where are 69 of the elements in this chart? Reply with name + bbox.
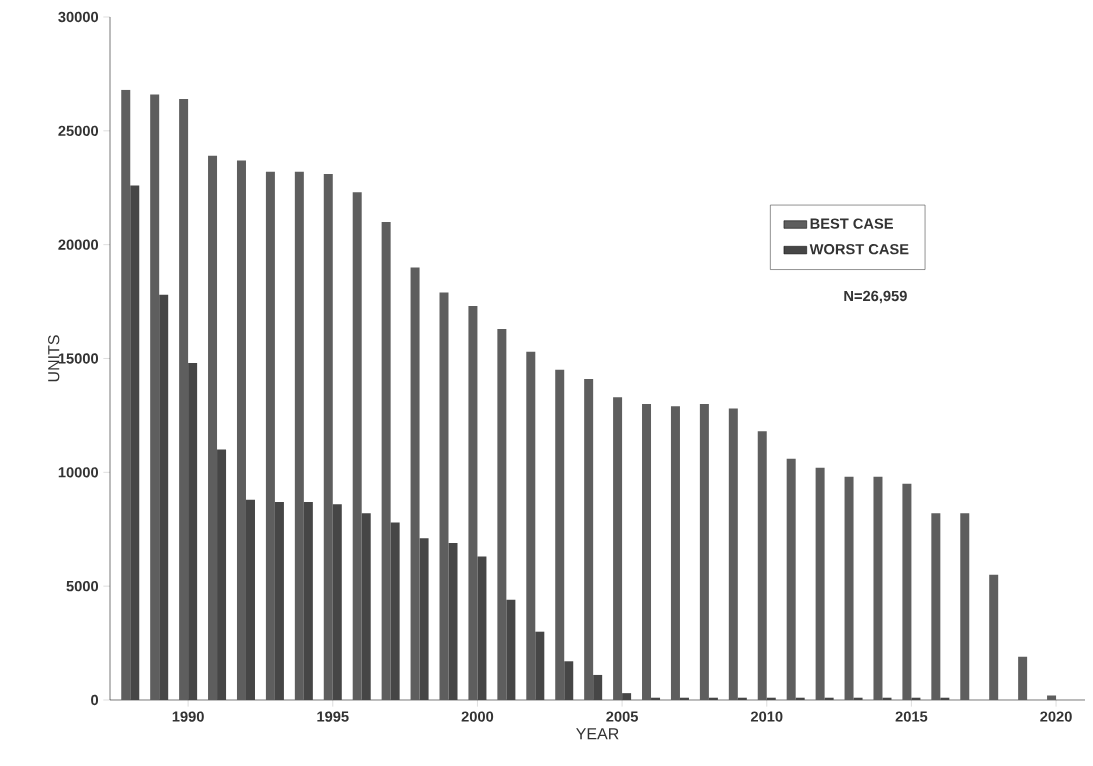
x-tick-label: 2020 bbox=[1040, 711, 1072, 722]
bar bbox=[208, 155, 218, 700]
bar bbox=[332, 504, 342, 700]
bar bbox=[245, 499, 255, 700]
bar bbox=[448, 542, 458, 700]
x-tick-label: 2005 bbox=[606, 711, 638, 722]
bar bbox=[642, 404, 652, 700]
bar bbox=[217, 449, 227, 700]
legend-label: WORST CASE bbox=[809, 244, 909, 255]
bar bbox=[121, 89, 131, 700]
bar bbox=[584, 378, 594, 700]
bar bbox=[352, 192, 362, 700]
bar bbox=[361, 513, 371, 700]
x-tick-label: 2010 bbox=[750, 711, 783, 722]
bar bbox=[670, 406, 680, 700]
y-tick-label: 0 bbox=[91, 694, 99, 706]
bar bbox=[419, 538, 429, 700]
bar bbox=[274, 501, 284, 700]
bar bbox=[390, 522, 400, 700]
bar bbox=[303, 501, 313, 700]
bar bbox=[188, 363, 198, 700]
bar bbox=[150, 94, 160, 700]
bar bbox=[179, 98, 189, 700]
bar bbox=[728, 408, 738, 700]
bar bbox=[1047, 695, 1057, 700]
bar bbox=[902, 483, 912, 700]
x-tick-label: 2000 bbox=[461, 711, 494, 722]
y-tick-label: 20000 bbox=[58, 239, 99, 250]
bar bbox=[757, 431, 767, 700]
bar bbox=[873, 476, 883, 700]
bar bbox=[564, 661, 574, 700]
bar bbox=[497, 328, 507, 700]
bar bbox=[130, 185, 140, 700]
bar bbox=[613, 397, 623, 700]
y-tick-label: 30000 bbox=[58, 11, 99, 23]
y-axis-title: UNITS bbox=[48, 335, 60, 382]
x-tick-label: 2015 bbox=[895, 711, 928, 722]
y-tick-label: 10000 bbox=[58, 467, 99, 478]
bar bbox=[506, 599, 516, 700]
x-tick-label: 1990 bbox=[172, 711, 204, 722]
legend-label: BEST CASE bbox=[810, 218, 893, 229]
bar bbox=[931, 513, 941, 700]
bar bbox=[381, 221, 391, 700]
bar bbox=[989, 574, 999, 700]
bar bbox=[1018, 656, 1028, 700]
bar bbox=[960, 513, 970, 700]
y-tick-label: 5000 bbox=[66, 580, 99, 592]
bar bbox=[815, 467, 825, 700]
x-tick-label: 1995 bbox=[317, 711, 349, 722]
bar bbox=[294, 171, 304, 700]
y-tick-label: 25000 bbox=[58, 125, 99, 137]
y-tick-label: 15000 bbox=[58, 353, 99, 364]
x-axis-title: YEAR bbox=[576, 728, 619, 740]
annotation: N=26,959 bbox=[844, 290, 907, 304]
bar bbox=[526, 351, 536, 700]
bar bbox=[468, 306, 478, 700]
bar bbox=[699, 404, 709, 700]
bar bbox=[844, 476, 854, 700]
bar bbox=[555, 369, 565, 700]
bar bbox=[159, 294, 169, 700]
bar bbox=[410, 267, 420, 700]
bar bbox=[477, 556, 487, 700]
bar bbox=[236, 160, 246, 700]
bar bbox=[622, 693, 632, 700]
bar bbox=[265, 171, 275, 700]
bar bbox=[593, 674, 603, 700]
bar bbox=[535, 631, 545, 700]
bar bbox=[786, 458, 796, 700]
bar bbox=[323, 174, 333, 700]
